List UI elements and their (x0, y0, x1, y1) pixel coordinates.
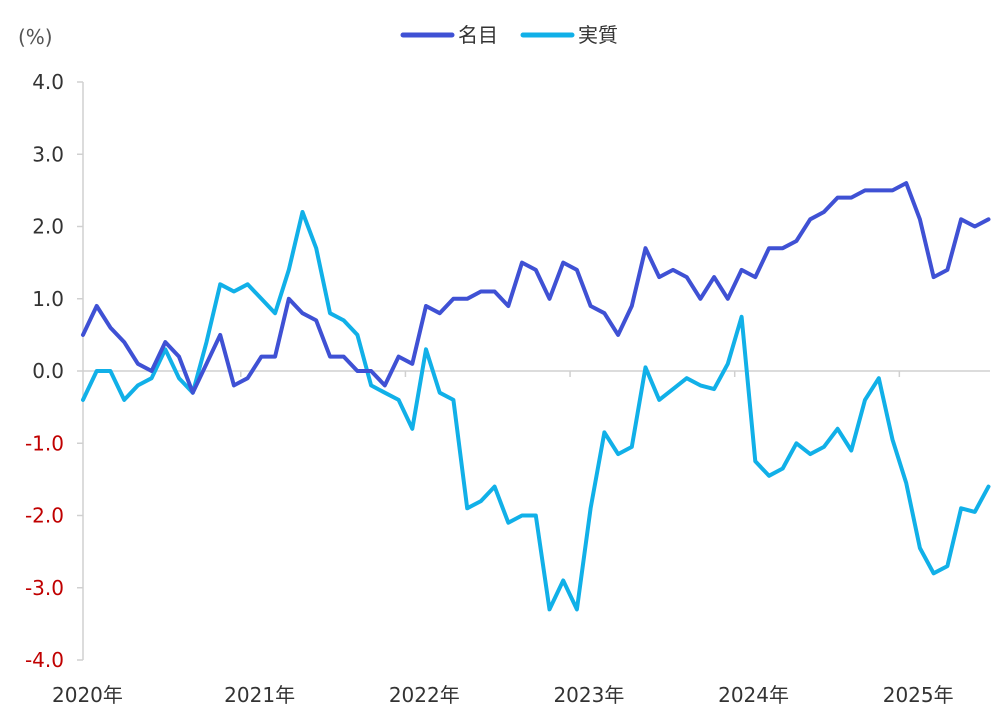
x-tick-label: 2021年 (224, 683, 295, 707)
x-tick-label: 2022年 (389, 683, 460, 707)
y-tick-label: -3.0 (25, 576, 64, 600)
x-tick-labels: 2020年 2021年 2022年 2023年 2024年 2025年 (52, 371, 954, 707)
y-tick-label: 2.0 (32, 215, 64, 239)
y-tick-label: -1.0 (25, 431, 64, 455)
series-line-nominal (81, 181, 991, 395)
series-lines (81, 181, 991, 612)
y-tick-label: 0.0 (32, 359, 64, 383)
y-unit-label: (%) (18, 25, 53, 49)
y-tick-label: 1.0 (32, 287, 64, 311)
y-tick-label: 3.0 (32, 142, 64, 166)
y-tick-label: -2.0 (25, 504, 64, 528)
x-tick-label: 2020年 (52, 683, 123, 707)
y-tick-label: 4.0 (32, 70, 64, 94)
x-tick-label: 2025年 (883, 683, 954, 707)
x-tick-label: 2023年 (553, 683, 624, 707)
legend-label-real: 実質 (578, 23, 618, 47)
y-tick-labels: 4.0 3.0 2.0 1.0 0.0 -1.0 -2.0 -3.0 -4.0 (25, 70, 83, 672)
y-tick-label: -4.0 (25, 648, 64, 672)
x-tick-label: 2024年 (718, 683, 789, 707)
legend: 名目 実質 (400, 23, 618, 47)
legend-label-nominal: 名目 (458, 23, 498, 47)
series-line-real (81, 210, 991, 612)
